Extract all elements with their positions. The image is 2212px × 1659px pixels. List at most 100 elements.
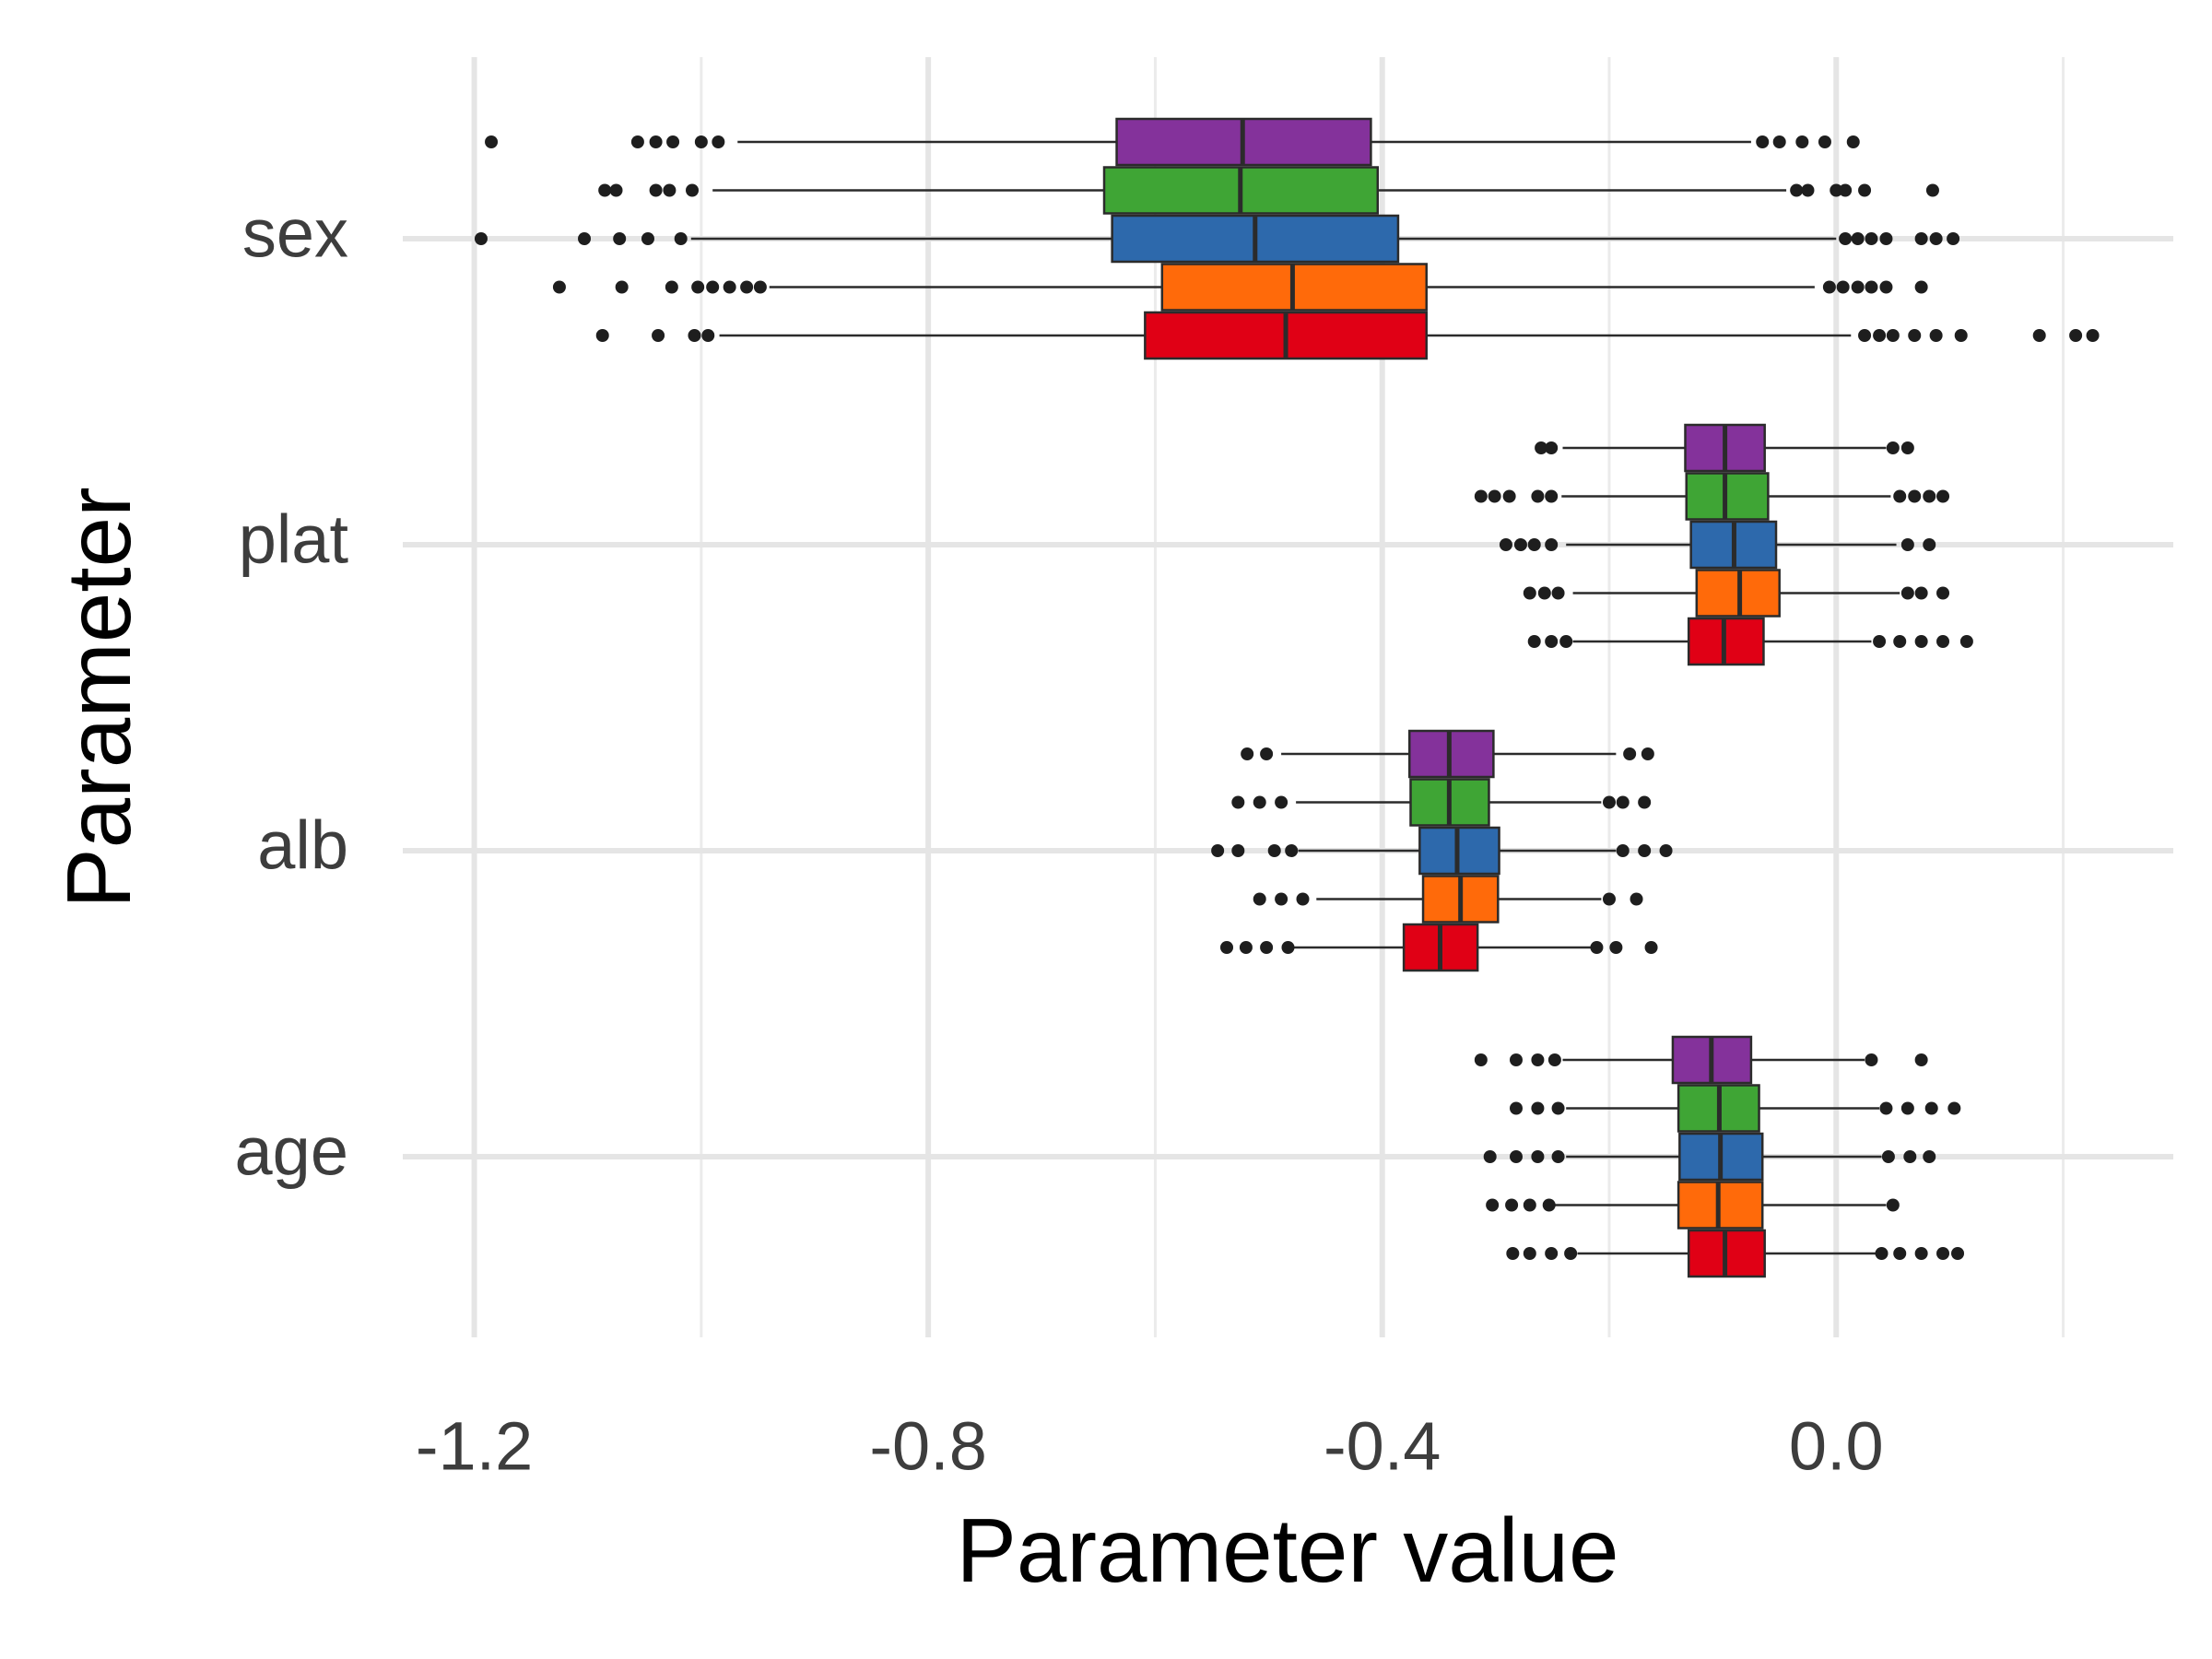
outlier: [1644, 941, 1658, 954]
outlier: [1914, 635, 1928, 648]
outlier: [701, 329, 715, 342]
outlier: [1936, 1247, 1950, 1260]
outlier: [1879, 280, 1893, 294]
outlier: [1609, 941, 1623, 954]
outlier: [2032, 329, 2046, 342]
outlier: [666, 135, 680, 148]
outlier: [1545, 635, 1559, 648]
outlier: [1923, 538, 1936, 551]
outlier: [1893, 489, 1907, 503]
outlier: [1886, 329, 1900, 342]
outlier: [1527, 635, 1541, 648]
outlier: [1285, 844, 1299, 857]
outlier: [598, 183, 612, 197]
outlier: [1923, 489, 1936, 503]
outlier: [1914, 1053, 1928, 1066]
outlier: [712, 135, 725, 148]
outlier: [652, 329, 665, 342]
x-axis-title: Parameter value: [956, 1500, 1618, 1601]
outlier: [1275, 795, 1288, 809]
outlier: [1499, 538, 1512, 551]
outlier: [1772, 135, 1786, 148]
outlier: [1531, 1053, 1545, 1066]
outlier: [1630, 892, 1643, 906]
outlier: [1893, 1247, 1907, 1260]
outlier: [1903, 1150, 1917, 1163]
outlier: [1260, 941, 1274, 954]
outlier: [1602, 795, 1616, 809]
x-tick-label: -1.2: [416, 1408, 534, 1485]
outlier: [1875, 1247, 1888, 1260]
outlier: [1474, 489, 1488, 503]
outlier: [663, 183, 677, 197]
outlier: [1267, 844, 1281, 857]
outlier: [615, 280, 629, 294]
outlier: [1830, 183, 1843, 197]
outlier: [1865, 232, 1878, 245]
outlier: [1253, 795, 1266, 809]
outlier: [1523, 586, 1536, 600]
outlier: [1537, 586, 1551, 600]
outlier: [740, 280, 754, 294]
outlier: [1623, 747, 1637, 760]
outlier: [2086, 329, 2100, 342]
y-tick-label: sex: [242, 195, 348, 272]
outlier: [1220, 941, 1234, 954]
outlier: [1865, 280, 1878, 294]
outlier: [1873, 635, 1887, 648]
outlier: [686, 183, 700, 197]
outlier: [1551, 586, 1565, 600]
outlier: [1253, 892, 1266, 906]
x-tick-label: 0.0: [1789, 1408, 1884, 1485]
outlier: [1502, 489, 1516, 503]
outlier: [1954, 329, 1968, 342]
outlier: [595, 329, 609, 342]
outlier: [1483, 1150, 1497, 1163]
outlier: [706, 280, 720, 294]
x-tick-label: -0.8: [869, 1408, 987, 1485]
outlier: [1486, 1198, 1500, 1212]
outlier: [1839, 183, 1853, 197]
outlier: [691, 280, 705, 294]
outlier: [1836, 280, 1850, 294]
outlier: [1241, 747, 1254, 760]
outlier: [1211, 844, 1225, 857]
outlier: [1523, 1198, 1536, 1212]
outlier: [1602, 892, 1616, 906]
outlier: [552, 280, 566, 294]
outlier: [1914, 1247, 1928, 1260]
outlier: [609, 183, 623, 197]
outlier: [1505, 1198, 1519, 1212]
outlier: [1900, 1101, 1914, 1115]
outlier: [1545, 489, 1559, 503]
outlier: [1886, 441, 1900, 454]
outlier: [753, 280, 767, 294]
outlier: [1851, 280, 1865, 294]
outlier: [1510, 1053, 1524, 1066]
outlier: [1551, 1150, 1565, 1163]
y-axis-title: Parameter: [48, 487, 149, 909]
outlier: [1881, 1150, 1895, 1163]
outlier: [1545, 538, 1559, 551]
outlier: [613, 232, 627, 245]
outlier: [649, 135, 663, 148]
outlier: [1641, 747, 1654, 760]
outlier: [1559, 635, 1573, 648]
outlier: [1908, 489, 1922, 503]
outlier: [2069, 329, 2083, 342]
outlier: [1929, 232, 1943, 245]
outlier: [1839, 232, 1853, 245]
outlier: [1865, 1053, 1878, 1066]
outlier: [1858, 329, 1872, 342]
outlier: [1886, 1198, 1900, 1212]
outlier: [1659, 844, 1673, 857]
outlier: [1506, 1247, 1520, 1260]
y-tick-label: age: [235, 1113, 348, 1190]
outlier: [1900, 441, 1914, 454]
outlier: [1281, 941, 1295, 954]
outlier: [649, 183, 663, 197]
outlier: [1790, 183, 1804, 197]
outlier: [1545, 441, 1559, 454]
